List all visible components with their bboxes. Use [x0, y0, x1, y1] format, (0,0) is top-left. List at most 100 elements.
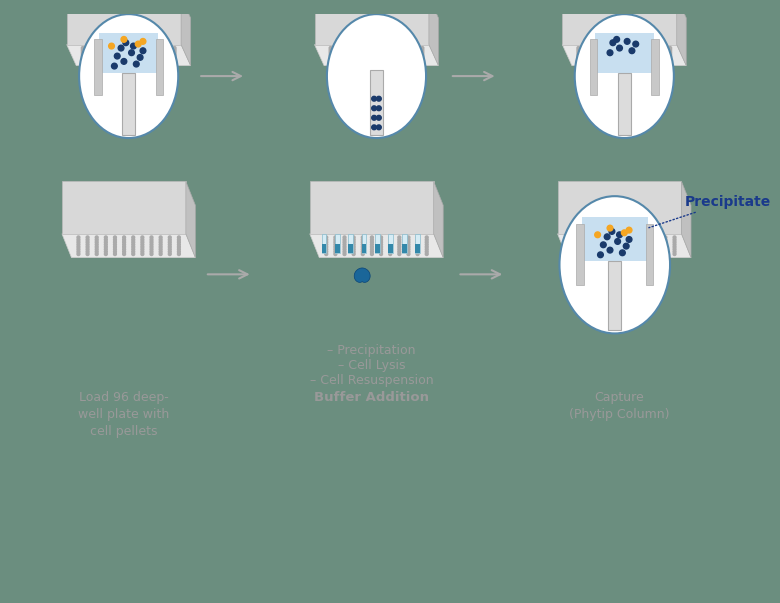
Circle shape — [346, 46, 349, 49]
Circle shape — [354, 57, 357, 60]
Circle shape — [668, 55, 672, 57]
Circle shape — [591, 245, 594, 248]
Circle shape — [585, 46, 588, 49]
Circle shape — [329, 58, 332, 62]
Circle shape — [122, 236, 126, 239]
Circle shape — [178, 248, 180, 251]
Circle shape — [346, 58, 349, 62]
Circle shape — [585, 55, 588, 57]
Circle shape — [114, 253, 116, 256]
Circle shape — [122, 250, 126, 253]
Circle shape — [114, 238, 116, 241]
Circle shape — [602, 51, 604, 54]
Circle shape — [98, 49, 101, 51]
Bar — [321, 235, 327, 253]
Circle shape — [115, 49, 118, 51]
Circle shape — [361, 238, 364, 241]
Circle shape — [98, 58, 101, 62]
Circle shape — [370, 243, 374, 246]
Circle shape — [157, 52, 159, 55]
Circle shape — [334, 253, 337, 256]
Text: Buffer Addition: Buffer Addition — [314, 391, 429, 403]
Circle shape — [148, 51, 151, 54]
Circle shape — [655, 248, 658, 251]
Circle shape — [81, 52, 84, 55]
Circle shape — [664, 241, 667, 244]
Polygon shape — [67, 45, 190, 66]
Circle shape — [591, 253, 594, 256]
Circle shape — [140, 55, 143, 57]
Circle shape — [398, 248, 401, 251]
Polygon shape — [314, 0, 429, 45]
Circle shape — [140, 49, 143, 51]
Circle shape — [380, 253, 382, 256]
Circle shape — [86, 236, 89, 239]
Circle shape — [370, 46, 374, 49]
Circle shape — [370, 58, 374, 62]
Circle shape — [611, 61, 613, 64]
Polygon shape — [310, 234, 443, 257]
Circle shape — [636, 49, 638, 51]
Circle shape — [106, 57, 109, 60]
Circle shape — [165, 61, 168, 64]
Circle shape — [148, 46, 151, 49]
Circle shape — [106, 46, 109, 49]
Circle shape — [607, 247, 613, 253]
Circle shape — [610, 40, 615, 46]
Circle shape — [106, 51, 109, 54]
Circle shape — [388, 241, 392, 244]
Circle shape — [98, 46, 101, 49]
Circle shape — [157, 55, 159, 57]
Circle shape — [627, 236, 630, 239]
Bar — [321, 244, 327, 253]
Bar — [651, 39, 659, 95]
Circle shape — [159, 238, 162, 241]
Circle shape — [105, 248, 108, 251]
Circle shape — [421, 51, 424, 54]
Polygon shape — [682, 182, 691, 257]
Circle shape — [636, 58, 638, 62]
Text: Precipitate: Precipitate — [649, 195, 771, 228]
Circle shape — [664, 253, 667, 256]
Circle shape — [609, 245, 612, 248]
Circle shape — [148, 55, 151, 57]
Circle shape — [90, 58, 93, 62]
Circle shape — [115, 52, 118, 55]
Circle shape — [380, 248, 382, 251]
Circle shape — [673, 248, 676, 251]
Circle shape — [379, 61, 382, 64]
Circle shape — [90, 57, 93, 60]
Circle shape — [380, 238, 382, 241]
Circle shape — [577, 58, 580, 62]
Circle shape — [123, 52, 126, 55]
Circle shape — [363, 51, 365, 54]
Circle shape — [361, 253, 364, 256]
Circle shape — [133, 62, 139, 67]
Circle shape — [407, 253, 410, 256]
Circle shape — [346, 57, 349, 60]
Circle shape — [602, 52, 604, 55]
Circle shape — [619, 241, 621, 244]
Circle shape — [343, 241, 346, 244]
Circle shape — [626, 227, 632, 233]
Circle shape — [636, 57, 638, 60]
Circle shape — [329, 46, 332, 49]
Circle shape — [354, 51, 357, 54]
Circle shape — [396, 57, 399, 60]
Circle shape — [90, 51, 93, 54]
Circle shape — [627, 238, 630, 241]
Circle shape — [379, 51, 382, 54]
Circle shape — [363, 58, 365, 62]
Circle shape — [661, 58, 663, 62]
Circle shape — [417, 238, 419, 241]
Circle shape — [664, 238, 667, 241]
Circle shape — [594, 57, 597, 60]
Circle shape — [346, 51, 349, 54]
Circle shape — [604, 234, 610, 239]
Circle shape — [77, 253, 80, 256]
Circle shape — [619, 58, 622, 62]
Circle shape — [404, 52, 407, 55]
Circle shape — [98, 55, 101, 57]
Circle shape — [115, 53, 120, 59]
Circle shape — [577, 49, 580, 51]
